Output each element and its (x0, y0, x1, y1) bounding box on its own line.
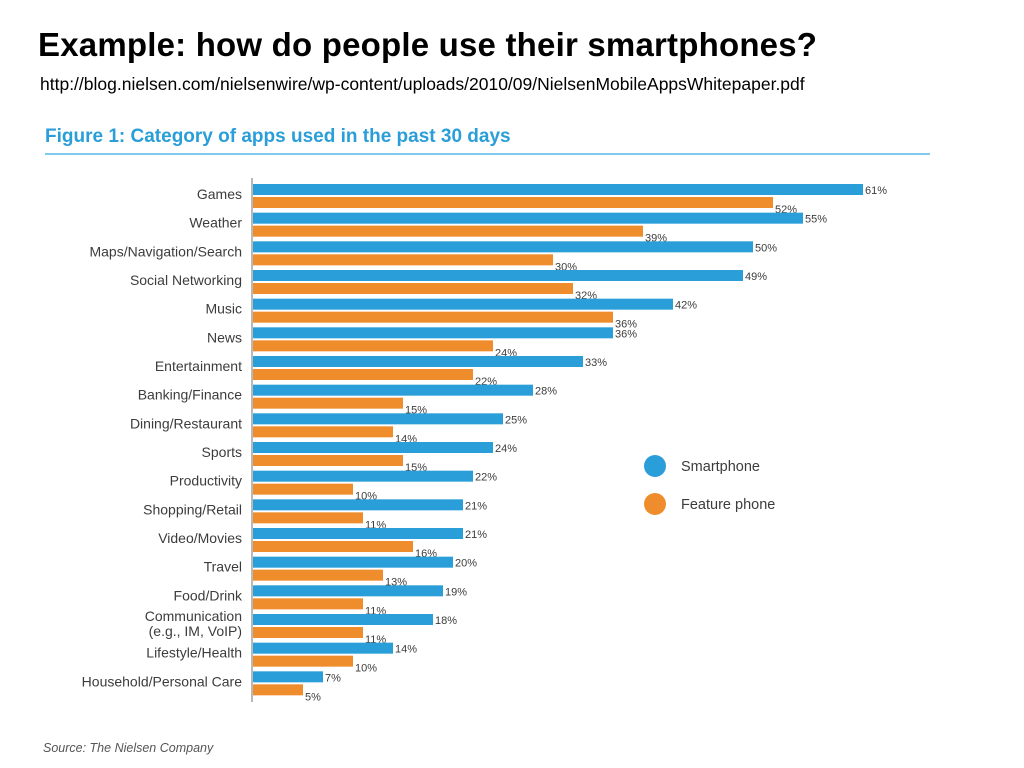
category-label: Communication (e.g., IM, VoIP) (145, 608, 242, 639)
feature-phone-bar (253, 541, 413, 552)
smartphone-value-label: 42% (675, 300, 697, 312)
feature-phone-bar (253, 225, 643, 237)
smartphone-value-label: 36% (615, 328, 637, 340)
category-label: Lifestyle/Health (146, 645, 242, 661)
feature-phone-bar (253, 340, 493, 352)
feature-phone-value-label: 10% (355, 663, 377, 675)
legend-smartphone-swatch (644, 455, 666, 477)
feature-phone-bar (253, 455, 403, 466)
smartphone-bar (253, 614, 433, 625)
figure-source: Source: The Nielsen Company (43, 741, 214, 755)
smartphone-bar (253, 642, 393, 654)
category-label: Food/Drink (174, 587, 243, 603)
category-label: News (207, 329, 242, 345)
category-label: Music (205, 301, 242, 317)
category-label: Dining/Restaurant (130, 415, 242, 431)
source-url[interactable]: http://blog.nielsen.com/nielsenwire/wp-c… (40, 74, 805, 94)
smartphone-bar (253, 298, 673, 310)
smartphone-bar (253, 212, 803, 224)
smartphone-value-label: 49% (745, 271, 767, 283)
feature-phone-bar (253, 627, 363, 638)
feature-phone-bar (253, 512, 363, 524)
smartphone-value-label: 21% (465, 529, 487, 541)
smartphone-value-label: 55% (805, 214, 827, 226)
category-label: Travel (204, 559, 242, 575)
smartphone-value-label: 22% (475, 472, 497, 484)
legend-feature-phone-label: Feature phone (681, 497, 775, 513)
smartphone-value-label: 21% (465, 500, 487, 512)
category-label: Weather (189, 215, 242, 231)
feature-phone-bar (253, 283, 573, 294)
smartphone-bar (253, 413, 503, 425)
smartphone-value-label: 50% (755, 242, 777, 254)
smartphone-value-label: 28% (535, 386, 557, 398)
category-label: Entertainment (155, 358, 242, 374)
smartphone-value-label: 14% (395, 644, 417, 656)
feature-phone-bar (253, 483, 353, 495)
category-label: Banking/Finance (138, 387, 243, 403)
smartphone-value-label: 24% (495, 443, 517, 455)
smartphone-bar (253, 384, 533, 396)
category-label: Social Networking (130, 272, 242, 288)
feature-phone-bar (253, 598, 363, 610)
smartphone-bar (253, 499, 463, 511)
smartphone-bar (253, 270, 743, 281)
feature-phone-bar (253, 655, 353, 667)
figure-title: Figure 1: Category of apps used in the p… (45, 126, 511, 147)
slide-title: Example: how do people use their smartph… (38, 26, 818, 63)
feature-phone-value-label: 36% (615, 319, 637, 331)
smartphone-bar (253, 528, 463, 539)
smartphone-value-label: 18% (435, 615, 457, 627)
category-label: Productivity (170, 473, 242, 489)
smartphone-value-label: 19% (445, 586, 467, 598)
smartphone-value-label: 61% (865, 185, 887, 197)
feature-phone-bar (253, 311, 613, 323)
smartphone-bar (253, 356, 583, 367)
category-label: Maps/Navigation/Search (89, 243, 242, 259)
feature-phone-bar (253, 397, 403, 409)
feature-phone-bar (253, 254, 553, 266)
smartphone-bar (253, 442, 493, 453)
smartphone-bar (253, 470, 473, 482)
feature-phone-bar (253, 426, 393, 438)
smartphone-bar (253, 556, 453, 568)
smartphone-bar (253, 327, 613, 339)
smartphone-value-label: 25% (505, 414, 527, 426)
category-label: Games (197, 186, 242, 202)
smartphone-value-label: 7% (325, 672, 341, 684)
smartphone-value-label: 20% (455, 558, 477, 570)
feature-phone-bar (253, 684, 303, 696)
smartphone-bar (253, 585, 443, 597)
smartphone-bar (253, 241, 753, 253)
feature-phone-bar (253, 197, 773, 208)
figure-title-rule (45, 153, 930, 155)
feature-phone-bar (253, 569, 383, 581)
feature-phone-bar (253, 369, 473, 380)
smartphone-value-label: 33% (585, 357, 607, 369)
smartphone-bar (253, 671, 323, 683)
category-label: Shopping/Retail (143, 501, 242, 517)
legend-feature-phone-swatch (644, 493, 666, 515)
category-label: Video/Movies (158, 530, 242, 546)
feature-phone-value-label: 5% (305, 691, 321, 703)
legend-smartphone-label: Smartphone (681, 459, 760, 475)
category-label: Household/Personal Care (82, 673, 243, 689)
category-label: Sports (202, 444, 242, 460)
smartphone-bar (253, 184, 863, 195)
